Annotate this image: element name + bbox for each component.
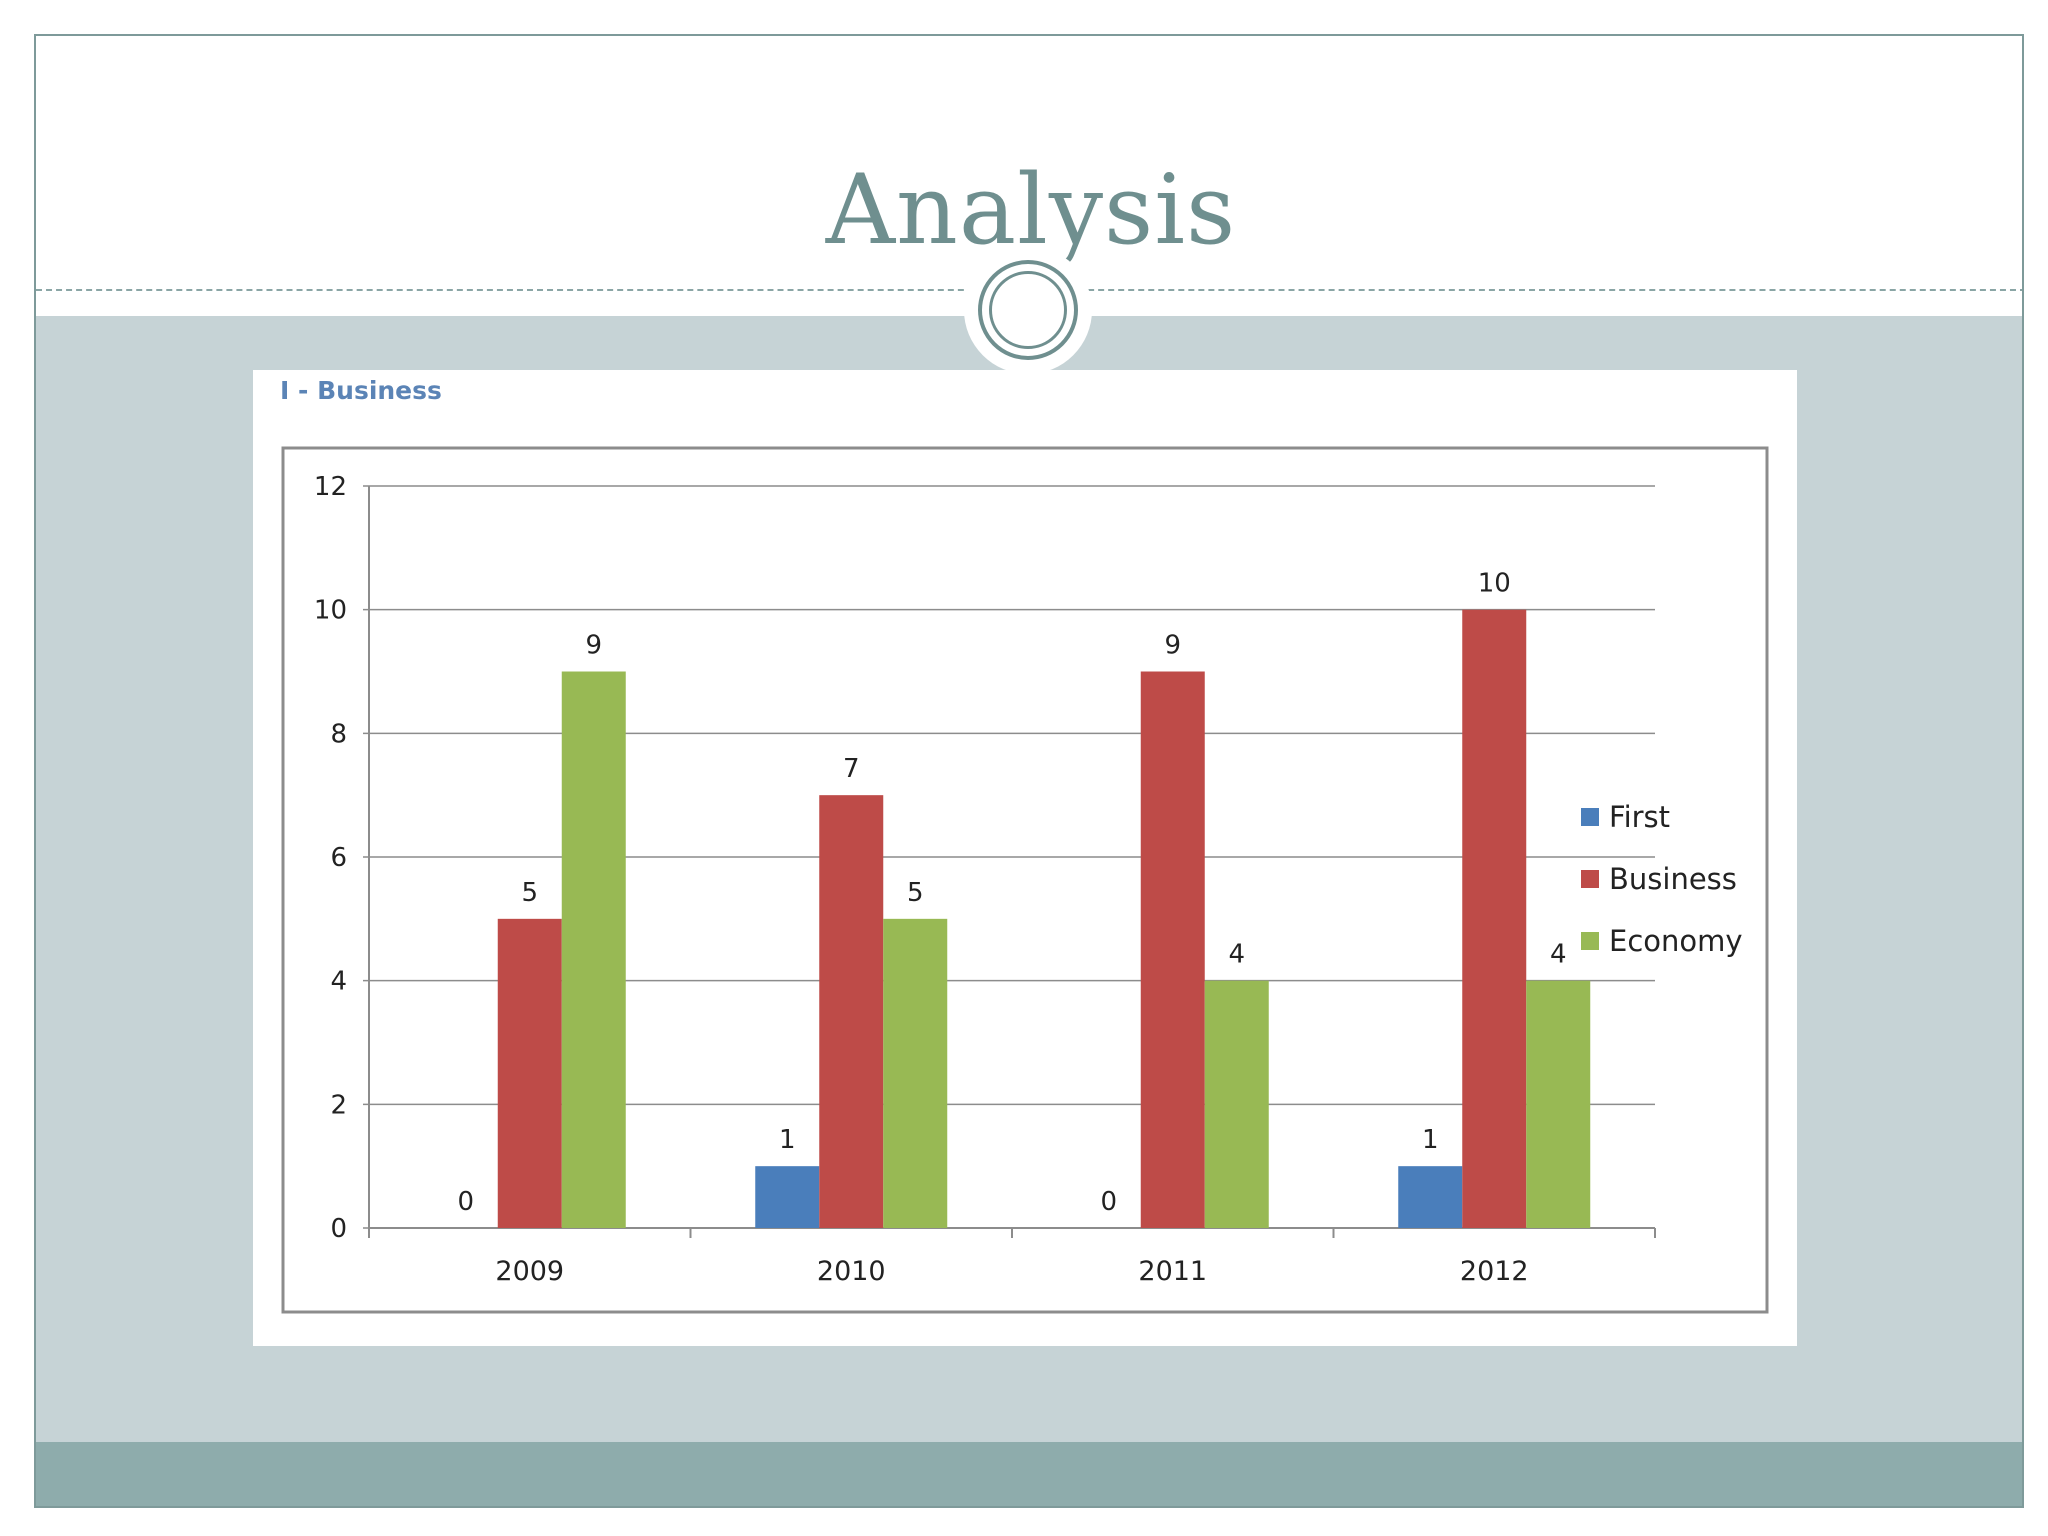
y-tick-label: 12 <box>314 472 347 502</box>
legend-swatch <box>1581 932 1599 950</box>
legend-label: First <box>1609 800 1670 834</box>
data-label: 4 <box>1550 940 1567 970</box>
legend-swatch <box>1581 870 1599 888</box>
y-tick-label: 2 <box>330 1090 347 1120</box>
data-label: 0 <box>1100 1187 1117 1217</box>
bar-first <box>1398 1166 1463 1228</box>
legend-swatch <box>1581 808 1599 826</box>
legend-label: Business <box>1609 862 1737 896</box>
bar-business <box>497 918 562 1228</box>
bar-economy <box>1526 980 1591 1228</box>
data-label: 10 <box>1478 569 1511 599</box>
data-label: 1 <box>1422 1125 1439 1155</box>
data-label: 5 <box>521 878 538 908</box>
y-tick-label: 4 <box>330 967 347 997</box>
data-label: 7 <box>843 754 860 784</box>
data-label: 1 <box>779 1125 796 1155</box>
data-label: 0 <box>457 1187 474 1217</box>
y-tick-label: 0 <box>330 1214 347 1244</box>
y-tick-label: 6 <box>330 843 347 873</box>
x-tick-label: 2012 <box>1460 1256 1529 1287</box>
bar-economy <box>1204 980 1269 1228</box>
y-tick-label: 8 <box>330 719 347 749</box>
bar-business <box>1462 609 1527 1228</box>
chart-title: I - Business <box>280 376 442 405</box>
footer-band <box>36 1442 2022 1506</box>
data-label: 5 <box>907 878 924 908</box>
x-tick-label: 2011 <box>1138 1256 1207 1287</box>
chart-card: 0 2 4 6 8 10 12 2009 0 5 9 2010 1 7 5 2011 0 9 4 2012 1 10 4 Fi… <box>253 370 1797 1346</box>
bar-business <box>819 795 884 1228</box>
x-tick-label: 2009 <box>495 1256 564 1287</box>
bar-economy <box>883 918 948 1228</box>
data-label: 9 <box>585 631 602 661</box>
bar-first <box>755 1166 820 1228</box>
bar-business <box>1140 671 1205 1228</box>
legend-label: Economy <box>1609 924 1743 958</box>
y-tick-label: 10 <box>314 596 347 626</box>
bar-chart: 0 2 4 6 8 10 12 2009 0 5 9 2010 1 7 5 2011 0 9 4 2012 1 10 4 Fi… <box>281 446 1769 1314</box>
bar-economy <box>561 671 626 1228</box>
data-label: 4 <box>1228 940 1245 970</box>
x-tick-label: 2010 <box>817 1256 886 1287</box>
data-label: 9 <box>1164 631 1181 661</box>
circle-ornament-icon <box>978 260 1078 360</box>
